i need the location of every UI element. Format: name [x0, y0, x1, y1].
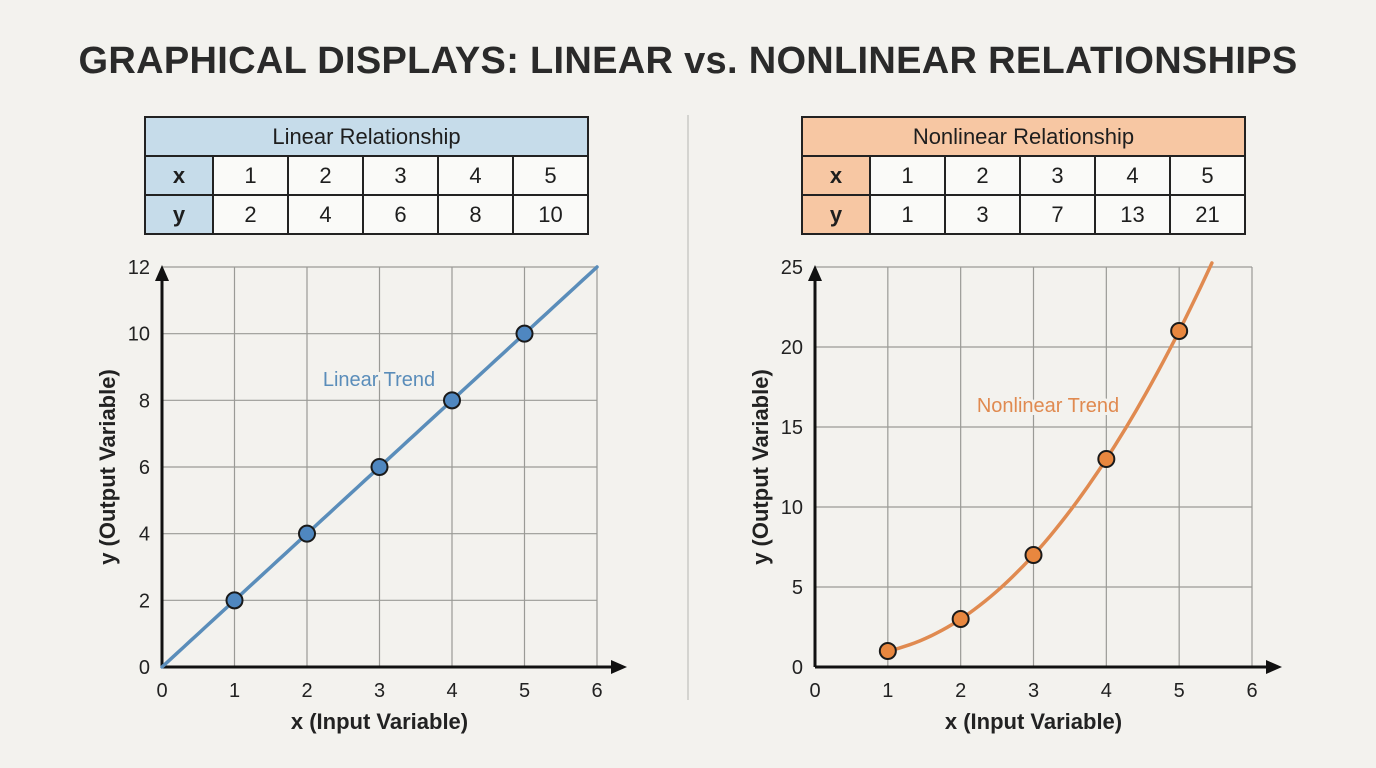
table-cell: 21 [1169, 194, 1246, 235]
table-cell: 2 [287, 155, 364, 196]
x-tick-label: 2 [955, 680, 966, 702]
table-cell: 10 [512, 194, 589, 235]
x-tick-label: 0 [156, 680, 167, 702]
table-cell: 1 [212, 155, 289, 196]
table-cell: 4 [287, 194, 364, 235]
y-axis-arrow-icon [808, 265, 822, 281]
trend-line [886, 261, 1214, 653]
row-label: y [144, 194, 214, 235]
y-tick-label: 0 [139, 657, 150, 679]
x-tick-label: 1 [229, 680, 240, 702]
row-label: y [801, 194, 871, 235]
table-cell: 8 [437, 194, 514, 235]
x-axis-label: x (Input Variable) [291, 709, 468, 734]
data-point [225, 591, 244, 610]
data-point [878, 642, 897, 660]
y-tick-label: 8 [139, 390, 150, 412]
row-label: x [801, 155, 871, 196]
x-tick-label: 4 [446, 680, 457, 702]
y-tick-label: 20 [781, 337, 803, 359]
x-tick-label: 4 [1101, 680, 1112, 702]
table-cell: 7 [1019, 194, 1096, 235]
page-title: GRAPHICAL DISPLAYS: LINEAR vs. NONLINEAR… [78, 40, 1298, 82]
data-point [951, 610, 970, 628]
x-tick-label: 5 [1174, 680, 1185, 702]
y-axis-arrow-icon [155, 265, 169, 281]
x-axis-arrow-icon [1266, 660, 1282, 674]
x-tick-label: 5 [519, 680, 530, 702]
table-cell: 4 [1094, 155, 1171, 196]
y-tick-label: 4 [139, 524, 150, 546]
y-axis-label: y (Output Variable) [748, 369, 773, 565]
data-point [1170, 322, 1189, 340]
x-tick-label: 0 [809, 680, 820, 702]
y-tick-label: 10 [128, 324, 150, 346]
table-cell: 1 [869, 194, 946, 235]
nonlinear-table: Nonlinear Relationship x 1 2 3 4 5 y 1 3… [801, 116, 1246, 235]
x-tick-label: 6 [591, 680, 602, 702]
table-row: x 1 2 3 4 5 [801, 155, 1246, 196]
data-point [515, 324, 534, 343]
row-label: x [144, 155, 214, 196]
y-tick-label: 0 [792, 657, 803, 679]
linear-table: Linear Relationship x 1 2 3 4 5 y 2 4 6 … [144, 116, 589, 235]
x-tick-label: 1 [882, 680, 893, 702]
table-header: Nonlinear Relationship [801, 116, 1246, 157]
y-tick-label: 6 [139, 457, 150, 479]
table-header: Linear Relationship [144, 116, 589, 157]
data-point [443, 391, 461, 410]
table-row: y 2 4 6 8 10 [144, 194, 589, 235]
data-point [1097, 450, 1116, 468]
table-cell: 3 [362, 155, 439, 196]
x-tick-label: 6 [1246, 680, 1257, 702]
table-cell: 3 [1019, 155, 1096, 196]
data-point [298, 524, 316, 543]
table-cell: 2 [212, 194, 289, 235]
y-tick-label: 25 [781, 257, 803, 279]
table-cell: 3 [944, 194, 1021, 235]
table-cell: 1 [869, 155, 946, 196]
y-tick-label: 10 [781, 497, 803, 519]
table-cell: 13 [1094, 194, 1171, 235]
x-tick-label: 3 [374, 680, 385, 702]
x-axis-label: x (Input Variable) [945, 709, 1122, 734]
table-cell: 5 [1169, 155, 1246, 196]
y-tick-label: 2 [139, 590, 150, 612]
x-axis-arrow-icon [611, 660, 627, 674]
trend-label: Linear Trend [323, 369, 435, 391]
table-cell: 4 [437, 155, 514, 196]
x-tick-label: 2 [301, 680, 312, 702]
y-axis-label: y (Output Variable) [95, 369, 120, 565]
data-point [1024, 546, 1043, 564]
x-tick-label: 3 [1028, 680, 1039, 702]
table-cell: 6 [362, 194, 439, 235]
table-row: x 1 2 3 4 5 [144, 155, 589, 196]
table-cell: 2 [944, 155, 1021, 196]
y-tick-label: 15 [781, 417, 803, 439]
trend-label: Nonlinear Trend [977, 395, 1119, 417]
y-tick-label: 12 [128, 257, 150, 279]
table-row: y 1 3 7 13 21 [801, 194, 1246, 235]
y-tick-label: 5 [792, 577, 803, 599]
data-point [370, 458, 389, 476]
table-cell: 5 [512, 155, 589, 196]
